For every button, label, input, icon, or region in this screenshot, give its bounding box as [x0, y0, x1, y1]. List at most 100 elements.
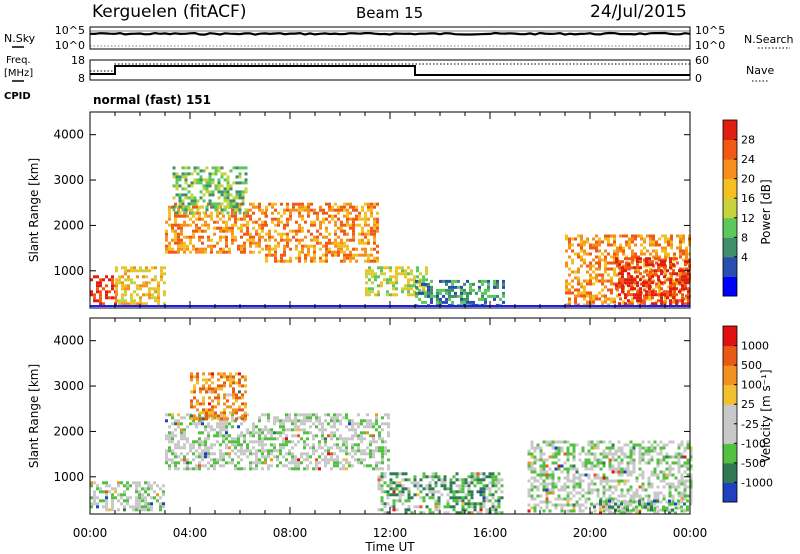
- echo-cell: [389, 275, 392, 279]
- echo-cell: [428, 475, 432, 479]
- echo-cell: [136, 275, 139, 279]
- echo-cell: [334, 202, 337, 206]
- echo-cell: [683, 449, 687, 453]
- echo-cell: [376, 202, 379, 206]
- echo-cell: [560, 488, 564, 492]
- echo-cell: [671, 455, 675, 459]
- echo-cell: [485, 499, 489, 503]
- echo-cell: [467, 499, 471, 503]
- echo-cell: [652, 240, 655, 244]
- echo-cell: [620, 461, 624, 465]
- echo-cell: [183, 461, 186, 465]
- echo-cell: [136, 287, 139, 291]
- echo-cell: [279, 461, 282, 465]
- echo-cell: [231, 449, 234, 453]
- echo-cell: [205, 187, 209, 191]
- echo-cell: [661, 246, 664, 250]
- echo-cell: [177, 440, 180, 444]
- echo-cell: [316, 211, 319, 215]
- echo-cell: [500, 478, 504, 482]
- echo-cell: [282, 428, 285, 432]
- echo-cell: [551, 461, 555, 465]
- echo-cell: [105, 508, 108, 512]
- echo-cell: [565, 285, 568, 289]
- echo-cell: [487, 282, 490, 286]
- echo-cell: [452, 490, 456, 494]
- echo-cell: [298, 202, 301, 206]
- echo-cell: [640, 282, 643, 286]
- echo-cell: [601, 258, 604, 262]
- echo-cell: [214, 172, 218, 176]
- echo-cell: [476, 472, 480, 476]
- echo-cell: [461, 481, 465, 485]
- echo-cell: [226, 190, 230, 194]
- echo-cell: [177, 467, 180, 471]
- echo-cell: [666, 296, 669, 300]
- echo-cell: [586, 279, 589, 283]
- echo-cell: [331, 208, 334, 212]
- echo-cell: [285, 413, 288, 417]
- echo-cell: [183, 428, 186, 432]
- echo-cell: [111, 493, 114, 497]
- echo-cell: [366, 446, 369, 450]
- echo-cell: [605, 476, 609, 480]
- echo-cell: [577, 288, 580, 292]
- echo-cell: [530, 485, 534, 489]
- echo-cell: [367, 232, 370, 236]
- echo-cell: [294, 428, 297, 432]
- echo-cell: [601, 300, 604, 304]
- echo-cell: [424, 294, 427, 298]
- echo-cell: [602, 485, 606, 489]
- echo-cell: [108, 484, 111, 488]
- echo-cell: [545, 506, 549, 510]
- echo-cell: [608, 479, 612, 483]
- echo-cell: [127, 278, 130, 282]
- echo-cell: [211, 181, 215, 185]
- echo-cell: [319, 241, 322, 245]
- echo-cell: [150, 502, 153, 506]
- echo-cell: [228, 226, 231, 230]
- echo-cell: [322, 208, 325, 212]
- echo-cell: [234, 440, 237, 444]
- echo-cell: [380, 266, 383, 270]
- echo-cell: [340, 226, 343, 230]
- echo-cell: [241, 417, 244, 421]
- echo-cell: [289, 214, 292, 218]
- echo-cell: [216, 250, 219, 254]
- echo-cell: [601, 279, 604, 283]
- echo-cell: [168, 247, 171, 251]
- echo-cell: [127, 287, 130, 291]
- echo-cell: [174, 446, 177, 450]
- echo-cell: [207, 416, 210, 420]
- echo-cell: [668, 467, 672, 471]
- echo-cell: [682, 237, 685, 241]
- echo-cell: [689, 467, 693, 471]
- echo-cell: [175, 175, 179, 179]
- echo-cell: [530, 476, 534, 480]
- echo-cell: [681, 302, 684, 306]
- echo-cell: [273, 446, 276, 450]
- echo-cell: [431, 493, 435, 497]
- echo-cell: [428, 481, 432, 485]
- echo-cell: [621, 275, 624, 279]
- echo-cell: [357, 413, 360, 417]
- echo-cell: [217, 166, 221, 170]
- echo-cell: [461, 484, 465, 488]
- echo-cell: [124, 278, 127, 282]
- echo-cell: [345, 437, 348, 441]
- echo-cell: [372, 437, 375, 441]
- echo-cell: [310, 208, 313, 212]
- echo-cell: [333, 464, 336, 468]
- echo-cell: [307, 214, 310, 218]
- echo-cell: [664, 270, 667, 274]
- freq-tick-high: 18: [71, 54, 85, 67]
- echo-cell: [384, 413, 387, 417]
- echo-cell: [180, 428, 183, 432]
- echo-cell: [615, 257, 618, 261]
- echo-cell: [207, 226, 210, 230]
- echo-cell: [168, 205, 171, 209]
- echo-cell: [195, 455, 198, 459]
- echo-cell: [142, 269, 145, 273]
- echo-cell: [123, 505, 126, 509]
- echo-cell: [319, 226, 322, 230]
